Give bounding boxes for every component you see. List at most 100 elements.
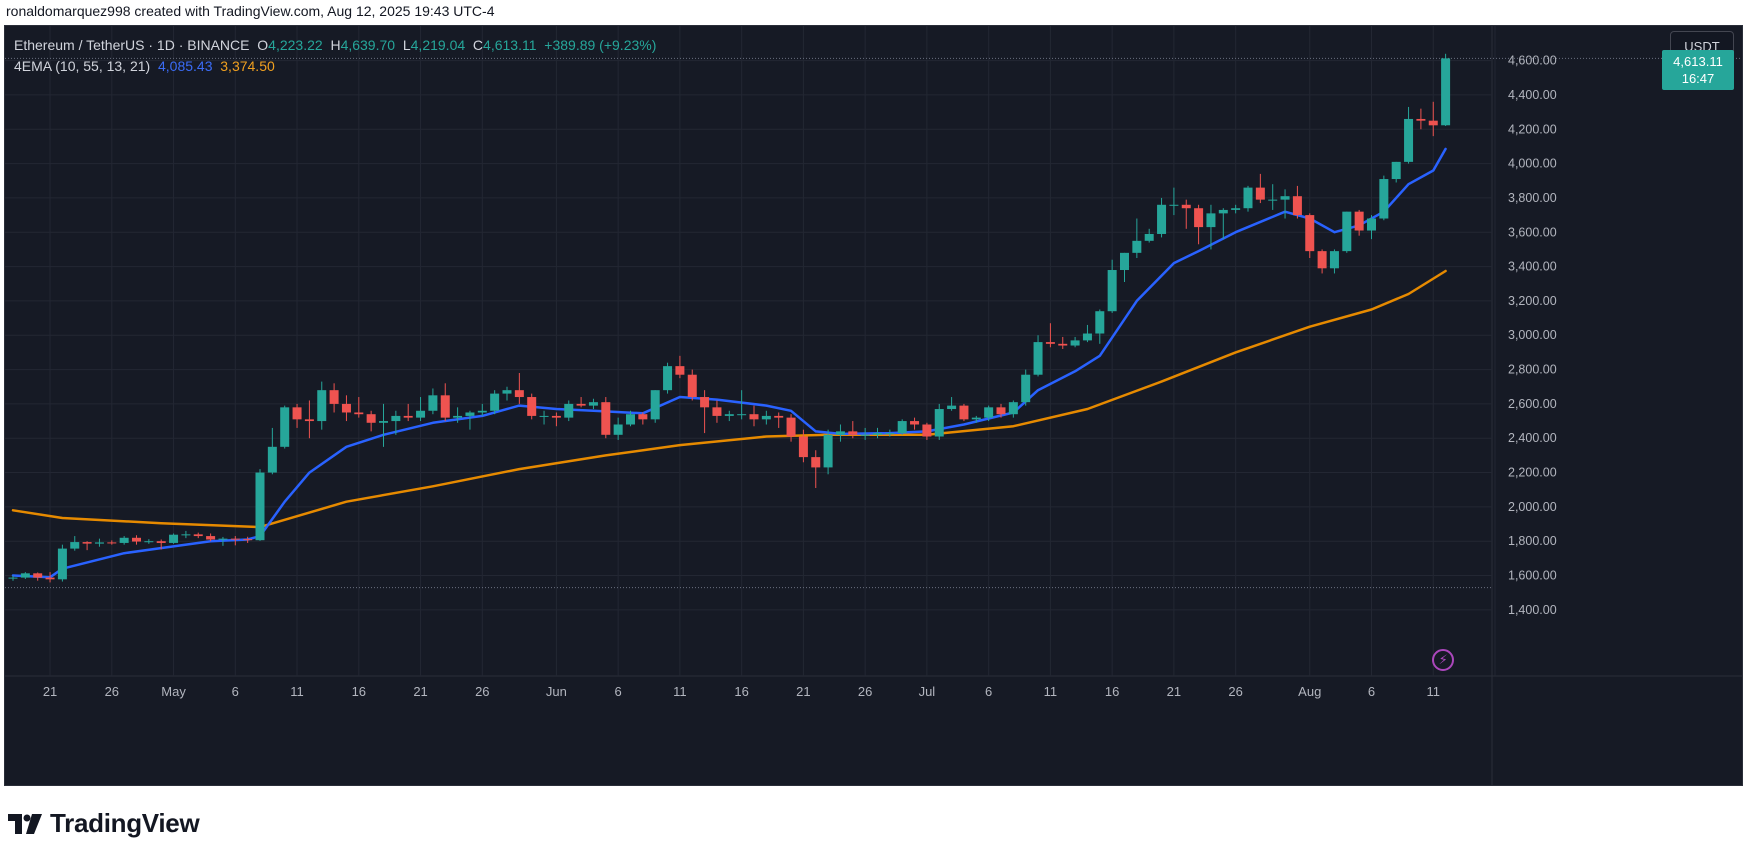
candle-body (576, 403, 586, 406)
candle-body (57, 548, 67, 580)
candle-body (354, 412, 364, 415)
candle-body (465, 412, 475, 416)
legend-row-ema: 4EMA (10, 55, 13, 21) 4,085.43 3,374.50 (14, 56, 656, 77)
candle-body (206, 536, 216, 540)
x-tick-label: 11 (1044, 684, 1058, 699)
candle-body (626, 414, 635, 425)
candlestick-chart[interactable]: 4,600.00 4,400.00 4,200.00 4,000.00 3,800.00… (5, 26, 1743, 786)
candle-body (712, 407, 722, 416)
candle-body (959, 405, 969, 420)
candle-body (897, 421, 907, 434)
candle-body (601, 402, 611, 435)
candle-body (428, 395, 438, 411)
candle-body (700, 397, 710, 408)
y-tick-label: 2,800.00 (1508, 363, 1557, 377)
candle-body (1280, 196, 1290, 200)
candle-body (502, 390, 512, 394)
candle-body (761, 415, 771, 420)
candle-body (811, 457, 821, 468)
y-tick-label: 4,000.00 (1508, 157, 1557, 171)
x-tick-label: 21 (1167, 684, 1181, 699)
y-tick-label: 4,600.00 (1508, 54, 1557, 68)
candle-body (1391, 161, 1401, 180)
candle-body (403, 415, 413, 418)
ema-slow-line (11, 269, 1447, 529)
x-tick-label: 21 (413, 684, 427, 699)
candle-body (1045, 342, 1055, 344)
candle-body (416, 410, 426, 418)
tradingview-logo[interactable]: TradingView (8, 808, 200, 839)
candle-body (910, 421, 920, 425)
candle-body (119, 537, 129, 543)
candle-body (1292, 196, 1302, 216)
candle-body (33, 573, 43, 578)
candle-body (539, 415, 549, 417)
candle-body (379, 421, 388, 423)
candle-body (304, 419, 314, 422)
candle-countdown: 16:47 (1681, 71, 1715, 87)
chart-panel[interactable]: 4,600.00 4,400.00 4,200.00 4,000.00 3,800.00… (4, 25, 1743, 786)
x-tick-label: 26 (105, 684, 119, 699)
x-tick-label: 11 (1427, 684, 1441, 699)
candle-body (243, 539, 253, 541)
y-tick-label: 3,400.00 (1508, 260, 1557, 274)
candle-body (1070, 340, 1080, 346)
x-tick-label: Jun (546, 684, 567, 699)
candle-body (1058, 343, 1068, 346)
candle-body (947, 405, 957, 410)
legend-symbol[interactable]: Ethereum / TetherUS · 1D · BINANCE (14, 37, 250, 53)
candle-body (1082, 333, 1092, 341)
candle-body (1132, 240, 1142, 253)
legend-ema-label[interactable]: 4EMA (10, 55, 13, 21) (14, 58, 151, 74)
candle-body (1107, 270, 1117, 312)
x-tick-label: Jul (919, 684, 936, 699)
candle-body (613, 424, 623, 435)
candle-body (588, 402, 598, 406)
candle-body (230, 538, 240, 540)
candle-body (885, 433, 895, 435)
candle-body (193, 534, 203, 537)
candle-body (391, 415, 401, 422)
x-tick-label: May (161, 684, 186, 699)
candle-body (453, 415, 463, 418)
x-tick-label: 21 (43, 684, 57, 699)
candle-body (1206, 213, 1216, 228)
x-tick-label: 16 (734, 684, 748, 699)
legend-row-symbol: Ethereum / TetherUS · 1D · BINANCE O4,22… (14, 35, 656, 56)
candle-body (749, 414, 759, 420)
lightning-icon[interactable]: ⚡ (1432, 649, 1455, 671)
candle-body (477, 410, 487, 413)
y-tick-label: 4,400.00 (1508, 88, 1557, 102)
candle-body (45, 577, 55, 580)
candle-body (823, 434, 833, 468)
candle-body (1367, 218, 1376, 231)
x-tick-label: 21 (796, 684, 810, 699)
candle-body (1354, 211, 1364, 231)
tradingview-logo-icon (8, 813, 42, 834)
candle-body (971, 417, 981, 420)
candle-body (786, 417, 796, 437)
chart-legend: Ethereum / TetherUS · 1D · BINANCE O4,22… (14, 35, 656, 77)
legend-open: 4,223.22 (268, 37, 323, 53)
candle-body (144, 541, 154, 543)
candle-body (996, 407, 1006, 415)
candle-body (181, 534, 191, 536)
candle-body (1033, 342, 1043, 375)
candle-body (1243, 187, 1253, 209)
candle-body (564, 403, 574, 418)
candle-body (255, 472, 265, 541)
candle-body (156, 541, 166, 543)
candle-body (82, 542, 92, 544)
candle-body (1120, 252, 1129, 271)
candle-body (94, 542, 104, 544)
candle-body (1404, 118, 1414, 162)
candle-body (1329, 251, 1339, 269)
legend-ema-fast: 4,085.43 (157, 58, 213, 74)
candle-body (835, 431, 845, 435)
y-tick-label: 2,600.00 (1508, 397, 1557, 411)
candle-body (366, 414, 376, 423)
candle-body (798, 436, 808, 458)
candle-body (687, 374, 697, 398)
legend-change: +389.89 (+9.23%) (544, 37, 657, 53)
candle-body (1305, 215, 1315, 252)
